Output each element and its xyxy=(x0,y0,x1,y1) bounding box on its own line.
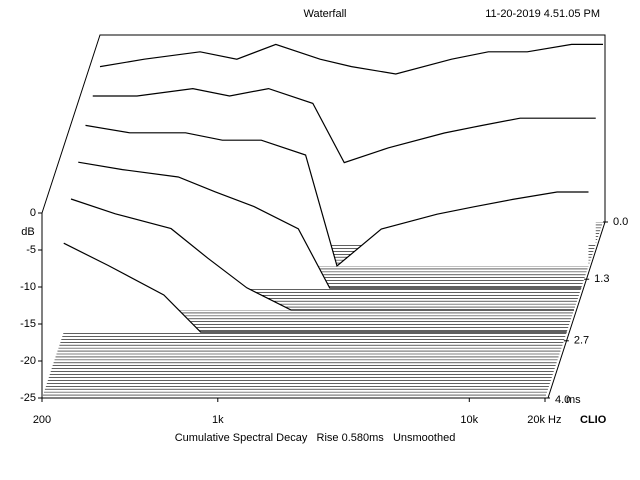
footer: Cumulative Spectral Decay Rise 0.580ms U… xyxy=(175,432,456,444)
slice-line xyxy=(78,161,582,289)
y-tick-label: -15 xyxy=(20,318,36,330)
x-tick-label: 200 xyxy=(33,414,51,426)
slice-line xyxy=(92,87,596,164)
slice-fill xyxy=(71,199,574,310)
brand: CLIO xyxy=(580,414,607,426)
x-tick-label: 20k xyxy=(527,414,545,426)
y-tick-label: 0 xyxy=(30,207,36,219)
t-tick-label: 0.0 xyxy=(613,216,628,228)
t-tick-label: 2.7 xyxy=(574,335,589,347)
timestamp: 11-20-2019 4.51.05 PM xyxy=(485,8,600,20)
slice-line xyxy=(99,43,603,75)
x-tick-label: 1k xyxy=(212,414,224,426)
t-tick-label: 4.0 xyxy=(555,394,570,406)
slice-line xyxy=(85,124,589,268)
y-tick-label: -25 xyxy=(20,392,36,404)
x-tick-label: 10k xyxy=(460,414,478,426)
slice-line xyxy=(63,242,567,333)
slice-line xyxy=(70,198,574,311)
x-unit: Hz xyxy=(548,414,561,426)
y-axis-label: dB xyxy=(21,226,34,238)
y-tick-label: -20 xyxy=(20,355,36,367)
y-tick-label: -10 xyxy=(20,281,36,293)
t-unit: ms xyxy=(566,394,581,406)
chart-title: Waterfall xyxy=(304,8,347,20)
slice-fill xyxy=(63,243,567,332)
y-tick-label: -5 xyxy=(26,244,36,256)
t-tick-label: 1.3 xyxy=(594,273,609,285)
